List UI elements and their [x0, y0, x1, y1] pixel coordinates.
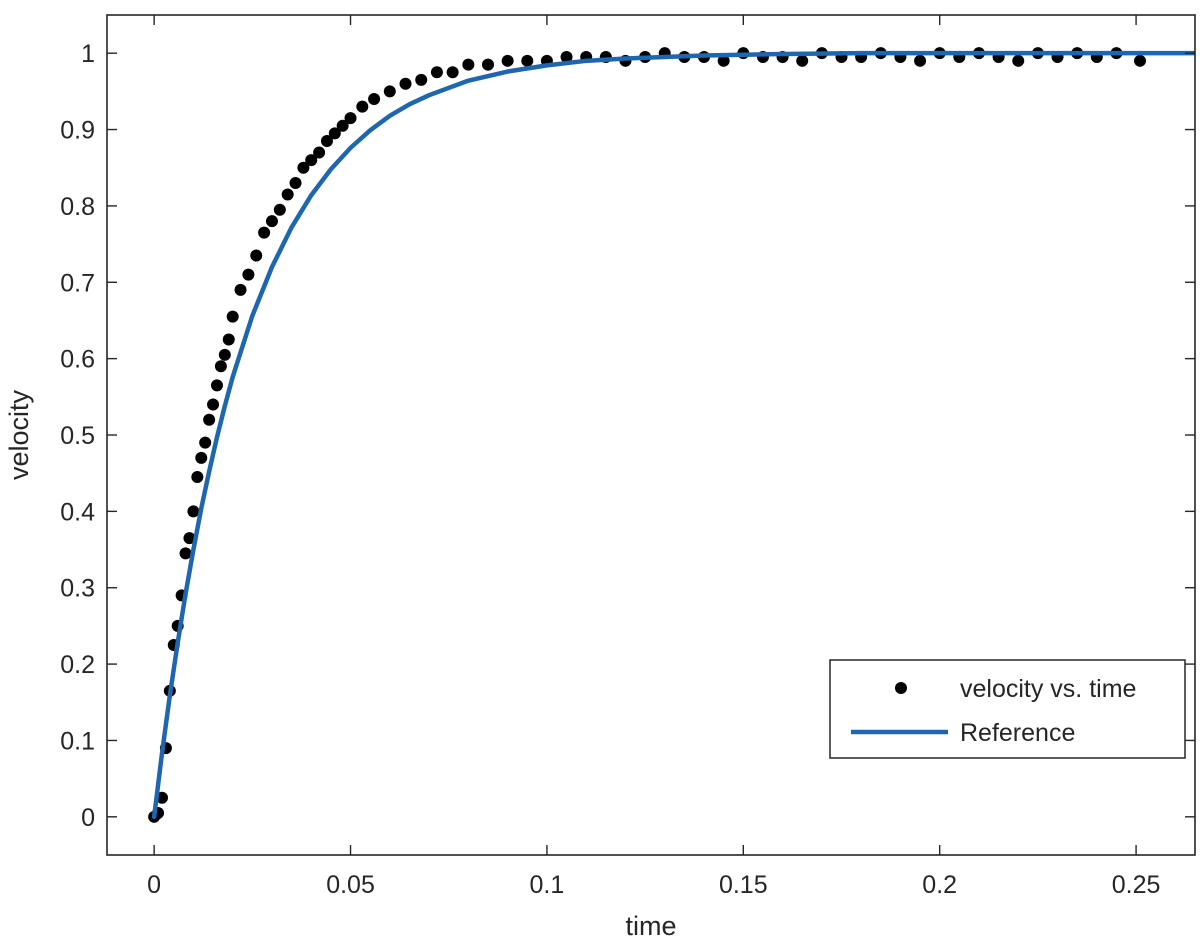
y-axis-ticks: 0 0.1 0.2 0.3 0.4 0.5 0.6 0.7 0.8 0.9 1 [60, 40, 1195, 832]
data-point [1134, 54, 1147, 67]
data-point [195, 451, 208, 464]
data-point [399, 77, 412, 90]
y-tick-label: 1 [81, 40, 95, 68]
data-point [521, 54, 534, 67]
data-point [481, 58, 494, 71]
data-point [187, 505, 200, 518]
legend-box [829, 659, 1186, 759]
data-point [717, 54, 730, 67]
data-point [210, 379, 223, 392]
x-axis-ticks: 0 0.05 0.1 0.15 0.2 0.25 [147, 15, 1160, 899]
data-point [415, 73, 428, 86]
data-point [446, 66, 459, 79]
data-point [796, 54, 809, 67]
data-point [199, 436, 212, 449]
data-point [336, 119, 349, 132]
data-point [501, 54, 514, 67]
x-tick-label: 0.1 [530, 871, 565, 899]
data-point [258, 226, 271, 239]
data-point [356, 100, 369, 113]
x-tick-label: 0 [147, 871, 161, 899]
x-tick-label: 0.25 [1112, 871, 1161, 899]
y-tick-label: 0.9 [60, 117, 95, 145]
data-point [191, 471, 204, 483]
y-tick-label: 0.7 [60, 269, 95, 297]
y-tick-label: 0.5 [60, 422, 95, 450]
data-point [430, 66, 443, 79]
data-point [273, 203, 286, 216]
y-tick-label: 0.6 [60, 346, 95, 374]
data-point [222, 333, 235, 346]
data-point [1012, 54, 1025, 67]
legend: velocity vs. time Reference [829, 659, 1186, 759]
data-point [179, 547, 192, 560]
data-layer [148, 47, 1195, 823]
y-tick-label: 0.4 [60, 498, 95, 526]
data-point [218, 348, 231, 361]
data-point [383, 85, 396, 98]
data-point [281, 188, 294, 201]
legend-label-points: velocity vs. time [960, 675, 1136, 703]
data-point [305, 154, 318, 167]
data-point [289, 177, 302, 189]
reference-line [151, 50, 1195, 820]
data-point [914, 54, 927, 67]
data-point [320, 135, 333, 147]
y-axis-label: velocity [4, 389, 34, 480]
data-point [203, 413, 216, 426]
data-point [234, 283, 247, 296]
data-point [207, 398, 220, 411]
y-tick-label: 0.3 [60, 575, 95, 603]
data-point [183, 532, 196, 545]
y-tick-label: 0.1 [60, 727, 95, 755]
legend-marker-points [895, 682, 907, 694]
x-tick-label: 0.15 [719, 871, 768, 899]
data-point [344, 112, 357, 125]
x-tick-label: 0.05 [326, 871, 375, 899]
y-tick-label: 0.8 [60, 193, 95, 221]
data-point [265, 215, 278, 228]
data-point [313, 146, 326, 159]
x-tick-label: 0.2 [922, 871, 957, 899]
x-axis-label: time [625, 911, 676, 941]
data-point [560, 51, 573, 63]
data-point [250, 249, 263, 262]
data-point [226, 310, 239, 323]
data-point [462, 58, 475, 71]
y-tick-label: 0 [81, 804, 95, 832]
data-point [368, 93, 381, 105]
data-point [242, 268, 255, 281]
data-point [214, 360, 227, 373]
y-tick-label: 0.2 [60, 651, 95, 679]
legend-label-reference: Reference [960, 719, 1075, 747]
data-point [297, 161, 310, 174]
data-point [328, 127, 341, 140]
